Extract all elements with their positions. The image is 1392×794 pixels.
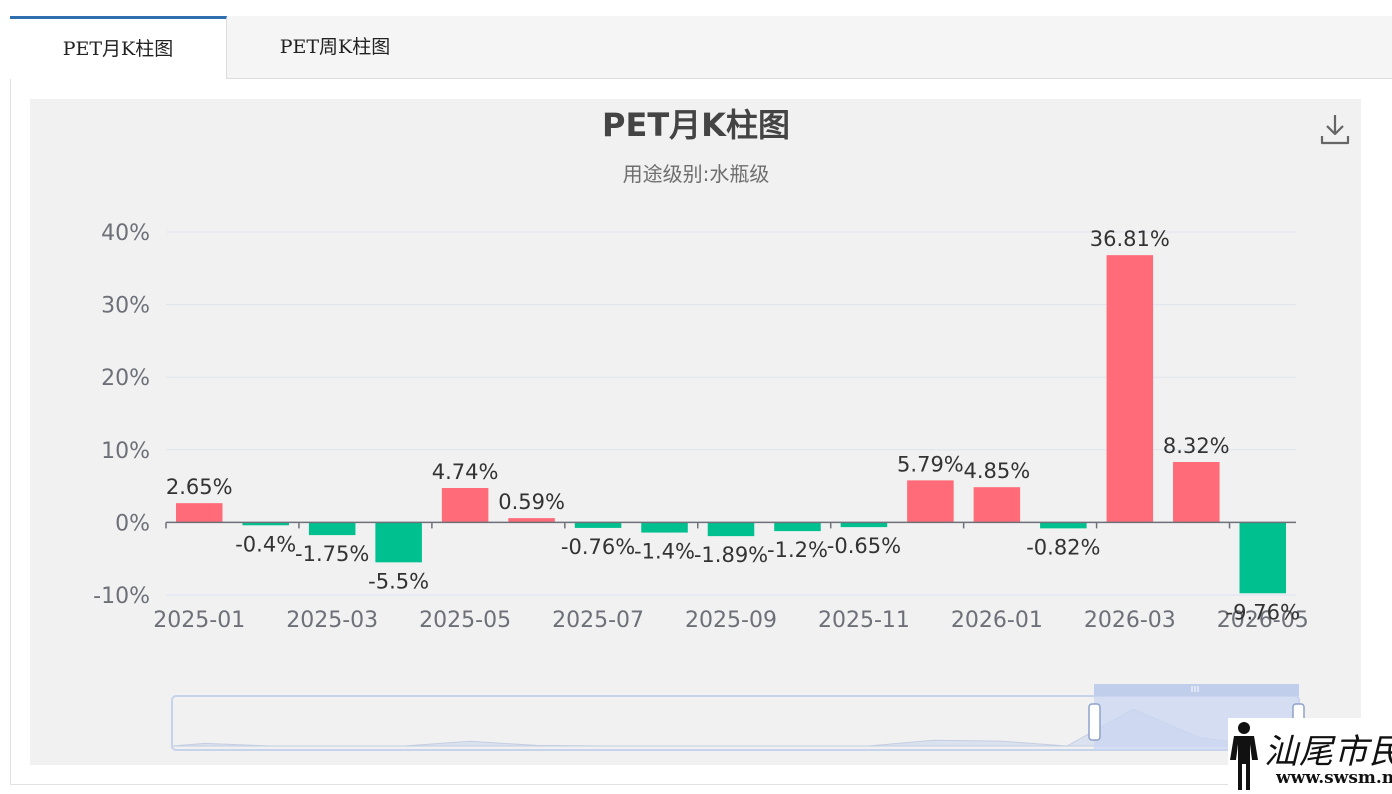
- bar: [641, 522, 688, 533]
- bar: [375, 522, 422, 563]
- bar: [308, 522, 356, 536]
- data-label: -5.5%: [368, 569, 429, 593]
- x-tick-label: 2026-05: [1217, 608, 1309, 633]
- bar: [907, 480, 954, 523]
- bar: [707, 522, 755, 537]
- figure-icon: [1230, 722, 1258, 790]
- data-label: -0.4%: [235, 532, 296, 556]
- bar: [973, 487, 1021, 523]
- data-label: 5.79%: [897, 452, 964, 476]
- y-tick-label: 40%: [101, 221, 150, 246]
- bar: [508, 518, 555, 523]
- data-label: 36.81%: [1090, 227, 1170, 251]
- y-tick-label: 10%: [101, 439, 150, 464]
- bar: [441, 487, 489, 523]
- bar: [1173, 461, 1220, 523]
- bar: [1106, 255, 1154, 523]
- x-tick-label: 2025-11: [818, 608, 910, 633]
- bar: [1040, 522, 1087, 529]
- data-label: -0.76%: [561, 535, 635, 559]
- chart-title: PET月K柱图: [602, 106, 790, 144]
- x-tick-label: 2026-01: [951, 608, 1043, 633]
- y-tick-label: 20%: [101, 366, 150, 391]
- data-label: 0.59%: [498, 490, 565, 514]
- data-label: -1.2%: [767, 538, 828, 562]
- y-tick-label: 30%: [101, 294, 150, 319]
- y-tick-label: -10%: [93, 584, 150, 609]
- tab-bar: PET月K柱图 PET周K柱图: [10, 16, 1392, 79]
- download-icon[interactable]: [1318, 112, 1352, 146]
- bar: [574, 522, 622, 528]
- data-label: -1.75%: [295, 542, 369, 566]
- bar: [175, 503, 223, 523]
- data-label: -1.4%: [634, 540, 695, 564]
- x-tick-label: 2025-05: [419, 608, 511, 633]
- data-label: -0.65%: [827, 534, 901, 558]
- data-label: 2.65%: [166, 475, 233, 499]
- y-tick-label: 0%: [115, 511, 150, 536]
- watermark-logo: 汕尾市民网 www.swsm.net: [1228, 718, 1392, 794]
- tab-pet-weekly[interactable]: PET周K柱图: [279, 36, 391, 58]
- bar: [242, 522, 289, 526]
- x-tick-label: 2026-03: [1084, 608, 1176, 633]
- data-label: 8.32%: [1163, 434, 1230, 458]
- bar: [774, 522, 821, 532]
- data-label: 4.85%: [964, 459, 1031, 483]
- watermark-text: 汕尾市民网: [1264, 732, 1392, 772]
- datazoom-left-handle: [1088, 703, 1101, 741]
- x-tick-label: 2025-07: [552, 608, 644, 633]
- tab-pet-monthly[interactable]: PET月K柱图: [10, 16, 227, 79]
- data-label: -1.89%: [694, 543, 768, 567]
- data-label: -0.82%: [1026, 535, 1100, 559]
- data-label: -9.76%: [1226, 600, 1300, 624]
- bar: [1239, 522, 1287, 594]
- bar: [840, 522, 888, 528]
- x-tick-label: 2025-09: [685, 608, 777, 633]
- watermark-url: www.swsm.net: [1276, 768, 1392, 788]
- x-tick-label: 2025-01: [153, 608, 245, 633]
- data-label: 4.74%: [432, 460, 499, 484]
- x-tick-label: 2025-03: [286, 608, 378, 633]
- datazoom-mover: [1094, 684, 1299, 696]
- chart-subtitle: 用途级别:水瓶级: [622, 162, 770, 186]
